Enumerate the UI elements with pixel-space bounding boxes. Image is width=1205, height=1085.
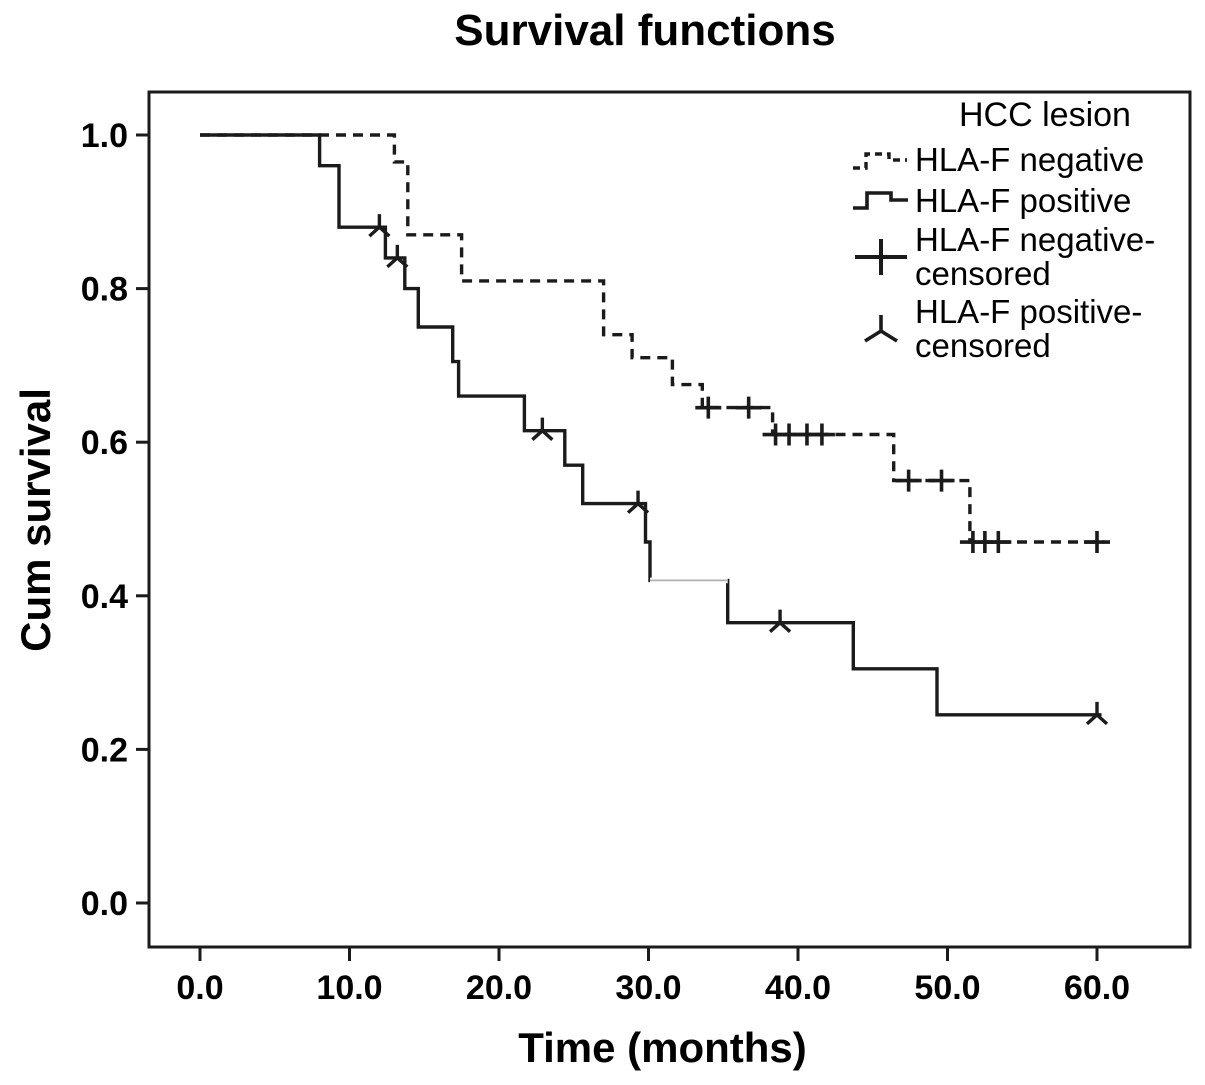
legend-label: HLA-F negative [915, 140, 1145, 178]
censor-mark-plus [985, 531, 1012, 554]
x-tick-label: 60.0 [1064, 969, 1130, 1007]
censor-mark-plus [695, 396, 722, 419]
censor-mark-tri [1085, 701, 1109, 726]
plot-frame [147, 90, 1192, 949]
x-tick-label: 20.0 [466, 969, 532, 1007]
x-tick-label: 40.0 [765, 969, 831, 1007]
censor-mark-plus [928, 469, 955, 492]
y-tick-label: 0.2 [81, 731, 128, 769]
legend-label-line2: censored [915, 255, 1051, 293]
censor-mark-tri [368, 214, 391, 238]
censor-mark-plus [1084, 531, 1110, 554]
y-axis-label: Cum survival [12, 388, 59, 652]
legend-label-line2: censored [915, 326, 1051, 364]
x-tick-label: 50.0 [914, 969, 980, 1007]
y-tick-label: 0.4 [81, 578, 128, 616]
y-tick-label: 0.8 [81, 271, 128, 309]
censor-mark-plus [895, 469, 922, 492]
tri-marker-icon [864, 314, 898, 343]
legend-title: HCC lesion [959, 96, 1131, 134]
chart-title: Survival functions [454, 6, 836, 55]
x-axis-label: Time (months) [518, 1024, 807, 1071]
censor-mark-tri [768, 609, 792, 633]
x-tick-label: 0.0 [176, 969, 223, 1007]
plus-marker-icon [855, 239, 907, 276]
legend-item-hla-f-positive-censored: HLA-F positive- censored [851, 292, 1191, 364]
censor-mark-tri [531, 417, 554, 441]
legend-label: HLA-F negative- [915, 221, 1156, 258]
censor-mark-plus [808, 423, 835, 446]
legend-item-hla-f-positive: HLA-F positive [851, 182, 1191, 220]
y-tick-label: 0.6 [81, 424, 128, 462]
legend-label: HLA-F positive [915, 181, 1132, 219]
x-tick-label: 30.0 [615, 969, 681, 1007]
censor-mark-plus [735, 396, 762, 419]
y-tick-label: 1.0 [81, 117, 128, 155]
legend-item-hla-f-negative-censored: HLA-F negative- censored [851, 221, 1191, 293]
legend-item-hla-f-negative: HLA-F negative [851, 141, 1191, 179]
x-tick-label: 10.0 [316, 969, 382, 1007]
y-tick-label: 0.0 [81, 885, 128, 923]
censor-mark-tri [386, 244, 409, 269]
legend-label: HLA-F positive- [915, 292, 1143, 330]
legend: HCC lesion HLA-F negative HLA-F positive… [851, 96, 1191, 366]
dashed-step-line-icon [853, 152, 907, 170]
solid-step-line-icon [853, 191, 908, 210]
censor-mark-tri [626, 490, 650, 514]
